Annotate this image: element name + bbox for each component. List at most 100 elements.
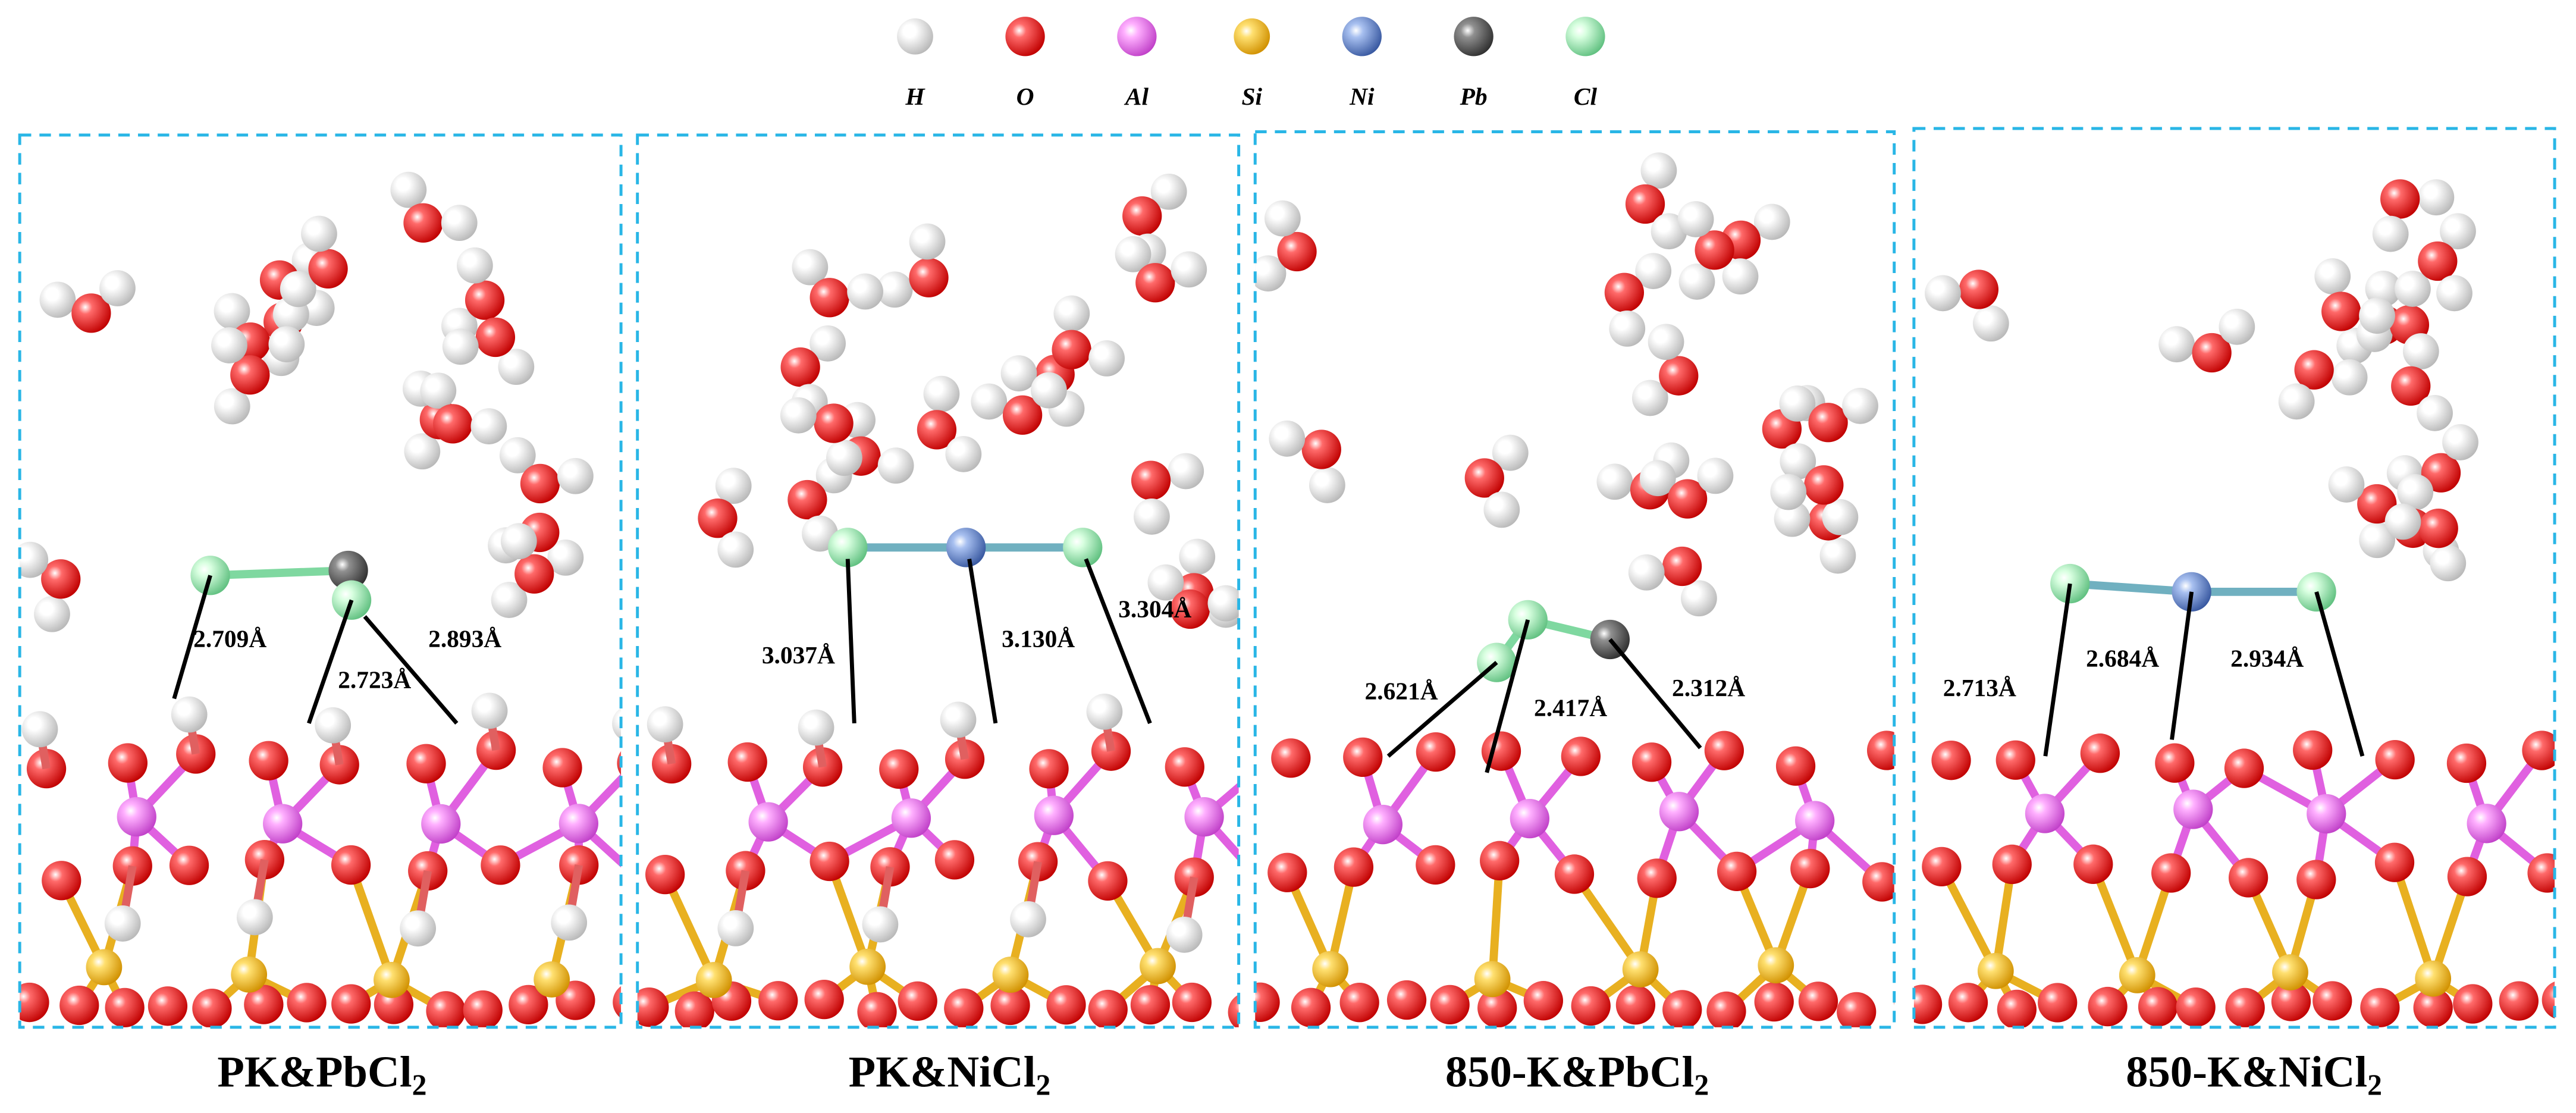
atom: [86, 949, 123, 986]
panel-title-sub: 2: [1036, 1068, 1050, 1101]
atom: [828, 528, 868, 568]
atom: [2050, 563, 2090, 604]
atom: [1343, 737, 1383, 777]
atom: [2158, 326, 2195, 363]
atom: [1179, 538, 1216, 575]
atom: [514, 554, 554, 594]
atom: [857, 992, 897, 1027]
atom: [1697, 457, 1734, 494]
bond: [2069, 579, 2192, 596]
atom: [456, 247, 493, 284]
atom: [2293, 730, 2333, 770]
atom: [2365, 271, 2402, 307]
atom: [403, 203, 443, 243]
atom: [420, 372, 457, 409]
atom: [1780, 443, 1816, 479]
atom: [2447, 857, 2487, 896]
atom: [471, 692, 508, 729]
atom: [1648, 324, 1684, 360]
atom: [1604, 272, 1645, 312]
atom: [1659, 356, 1699, 396]
atom: [2375, 739, 2415, 780]
atom: [500, 523, 537, 560]
atom: [315, 707, 352, 744]
atom: [547, 540, 584, 576]
atom: [2328, 466, 2365, 503]
atom: [2380, 179, 2420, 219]
atom: [2418, 509, 2458, 548]
atom: [1615, 985, 1656, 1025]
atom: [990, 985, 1030, 1026]
atom: [2395, 271, 2431, 307]
atom: [1168, 453, 1204, 490]
atom: [1972, 305, 2009, 342]
atom: [2440, 213, 2476, 250]
panel-title-sub: 2: [412, 1068, 427, 1101]
atom: [787, 479, 827, 520]
atom: [944, 988, 984, 1027]
distance-label: 3.037Å: [762, 641, 835, 669]
atom: [809, 325, 846, 362]
atom: [2453, 984, 2493, 1024]
atom: [2467, 804, 2506, 844]
atom: [1913, 985, 1943, 1024]
panel-title-sub: 2: [2367, 1068, 2382, 1101]
atom: [105, 987, 145, 1027]
atom: [1147, 564, 1184, 601]
atom: [2314, 258, 2351, 294]
atom: [551, 904, 588, 941]
atom: [879, 749, 919, 789]
atom: [498, 349, 535, 385]
panel: [1913, 179, 2555, 1027]
atom: [20, 982, 49, 1023]
atom: [792, 249, 829, 286]
legend-label: Cl: [1574, 83, 1598, 110]
atom: [645, 854, 685, 895]
atom: [1363, 804, 1403, 845]
atom: [1122, 196, 1162, 236]
atom: [1561, 736, 1601, 776]
panel-border: [18, 133, 623, 1029]
atom: [1523, 981, 1563, 1021]
atom: [971, 383, 1008, 420]
distance-line: [967, 559, 998, 724]
atom: [717, 910, 754, 946]
atom: [1770, 474, 1807, 510]
atom: [1695, 230, 1734, 270]
atom: [442, 328, 479, 365]
atom: [1819, 537, 1856, 574]
atom: [2418, 179, 2455, 216]
atom: [557, 457, 594, 494]
atom: [1334, 847, 1374, 887]
distance-line: [2043, 583, 2072, 757]
atom: [809, 841, 849, 882]
atom: [2527, 853, 2555, 893]
atom: [39, 281, 76, 318]
atom: [847, 273, 883, 310]
atom: [1842, 387, 1878, 424]
atom: [1228, 994, 1239, 1027]
atom: [2413, 987, 2453, 1027]
atom: [1207, 585, 1239, 622]
atom: [491, 582, 528, 618]
atom: [1631, 380, 1668, 416]
bond: [2390, 861, 2437, 980]
atom: [1997, 989, 2037, 1027]
panel: [637, 173, 1239, 1027]
atom: [426, 991, 466, 1027]
atom: [917, 410, 957, 450]
atom: [1640, 152, 1677, 189]
atom: [499, 437, 536, 474]
distance-label: 2.893Å: [428, 625, 501, 652]
atom: [2360, 987, 2400, 1027]
atom: [42, 861, 81, 901]
atom: [319, 745, 359, 785]
atom: [1774, 500, 1811, 537]
atom: [2436, 275, 2473, 312]
panel-title: PK&PbCl2: [217, 1048, 426, 1102]
legend-label: Si: [1241, 83, 1262, 110]
atom: [1416, 732, 1456, 772]
atom: [1931, 741, 1971, 780]
atom: [475, 317, 516, 358]
